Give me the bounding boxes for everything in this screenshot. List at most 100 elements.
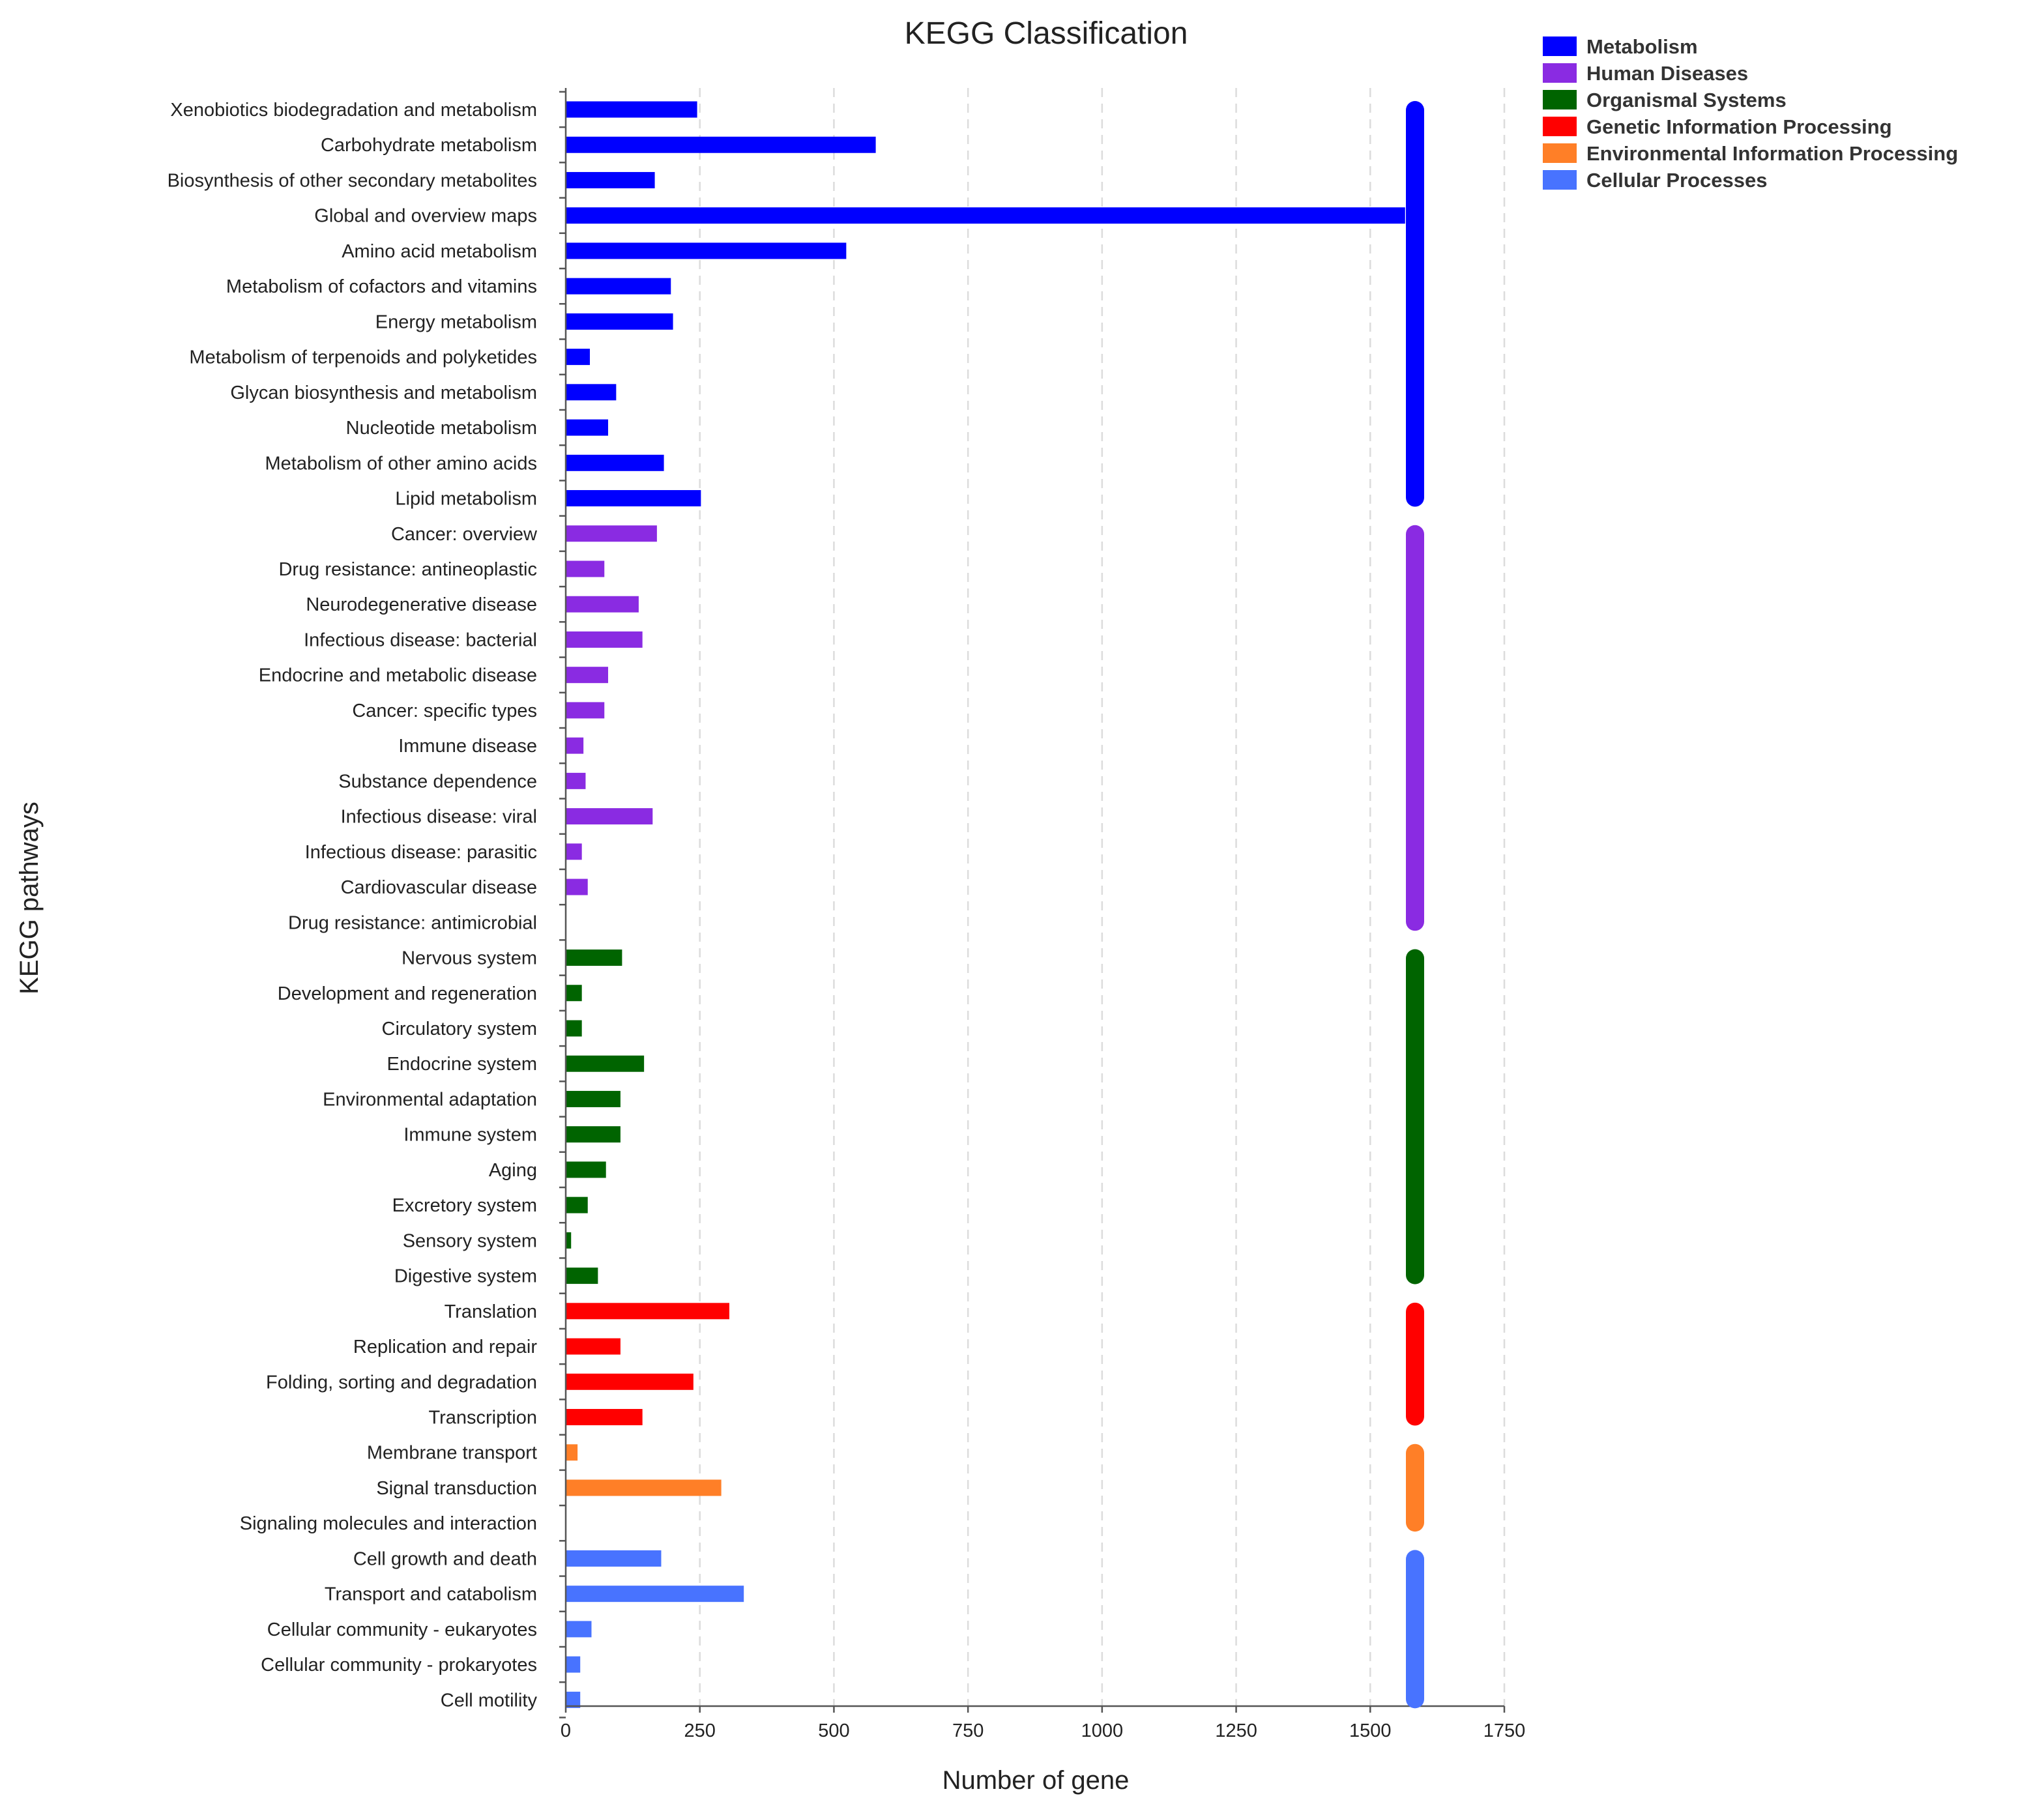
category-label-transport-and-catabolism: Transport and catabolism (325, 1584, 537, 1605)
category-label-global-and-overview-maps: Global and overview maps (314, 206, 537, 227)
x-tick-label-1000: 1000 (1081, 1720, 1124, 1741)
legend: Metabolism Human Diseases Organismal Syste… (1543, 35, 1958, 192)
category-label-replication-and-repair: Replication and repair (353, 1337, 537, 1357)
bar-environmental-adaptation (566, 1090, 620, 1107)
legend-label-organismal-systems: Organismal Systems (1586, 89, 1787, 111)
category-label-immune-system: Immune system (403, 1125, 537, 1146)
x-axis-label: Number of gene (942, 1766, 1130, 1795)
category-label-cell-motility: Cell motility (441, 1690, 538, 1711)
category-label-drug-resistance-antineoplastic: Drug resistance: antineoplastic (278, 559, 537, 580)
bar-cellular-community-eukaryotes (566, 1621, 592, 1638)
legend-swatch-genetic-information-processing (1543, 117, 1577, 136)
bar-metabolism-of-cofactors-and-vitamins (566, 278, 671, 295)
category-label-cardiovascular-disease: Cardiovascular disease (341, 877, 537, 898)
category-label-sensory-system: Sensory system (403, 1230, 537, 1251)
bar-carbohydrate-metabolism (566, 136, 876, 153)
category-label-nucleotide-metabolism: Nucleotide metabolism (346, 418, 537, 439)
bar-energy-metabolism (566, 313, 673, 330)
category-label-translation: Translation (445, 1301, 537, 1322)
category-label-substance-dependence: Substance dependence (338, 771, 537, 792)
category-label-transcription: Transcription (428, 1408, 537, 1429)
bar-immune-disease (566, 737, 584, 754)
category-label-drug-resistance-antimicrobial: Drug resistance: antimicrobial (288, 912, 537, 933)
category-label-endocrine-and-metabolic-disease: Endocrine and metabolic disease (259, 665, 537, 686)
bar-metabolism-of-terpenoids-and-polyketides (566, 349, 591, 366)
category-label-glycan-biosynthesis-and-metabolism: Glycan biosynthesis and metabolism (230, 383, 537, 403)
category-label-cellular-community-prokaryotes: Cellular community - prokaryotes (261, 1655, 537, 1675)
bar-infectious-disease-parasitic (566, 843, 582, 860)
category-label-xenobiotics-biodegradation-and-metabolism: Xenobiotics biodegradation and metabolis… (170, 100, 537, 121)
category-label-endocrine-system: Endocrine system (387, 1054, 538, 1075)
category-label-metabolism-of-cofactors-and-vitamins: Metabolism of cofactors and vitamins (226, 276, 537, 297)
bar-infectious-disease-bacterial (566, 631, 643, 648)
category-label-cell-growth-and-death: Cell growth and death (353, 1548, 537, 1569)
category-label-cellular-community-eukaryotes: Cellular community - eukaryotes (267, 1619, 537, 1640)
bar-cancer-overview (566, 525, 657, 542)
bar-folding-sorting-and-degradation (566, 1373, 694, 1390)
legend-swatch-environmental-information-processing (1543, 143, 1577, 163)
bar-immune-system (566, 1126, 620, 1143)
category-label-excretory-system: Excretory system (392, 1195, 537, 1216)
bar-membrane-transport (566, 1444, 578, 1461)
bar-nervous-system (566, 950, 622, 966)
bar-amino-acid-metabolism (566, 242, 847, 259)
bar-neurodegenerative-disease (566, 596, 639, 613)
category-label-membrane-transport: Membrane transport (367, 1443, 537, 1464)
bar-cell-motility (566, 1691, 581, 1708)
bar-signal-transduction (566, 1479, 722, 1496)
x-tick-label-0: 0 (561, 1720, 571, 1741)
bar-development-and-regeneration (566, 985, 582, 1002)
bar-circulatory-system (566, 1020, 582, 1037)
category-label-carbohydrate-metabolism: Carbohydrate metabolism (321, 135, 537, 156)
legend-swatch-cellular-processes (1543, 170, 1577, 190)
x-tick-label-250: 250 (684, 1720, 716, 1741)
bar-cardiovascular-disease (566, 878, 588, 895)
category-label-infectious-disease-parasitic: Infectious disease: parasitic (305, 842, 537, 863)
category-label-neurodegenerative-disease: Neurodegenerative disease (306, 594, 537, 615)
bar-substance-dependence (566, 772, 586, 789)
category-label-amino-acid-metabolism: Amino acid metabolism (342, 241, 537, 262)
bar-glycan-biosynthesis-and-metabolism (566, 384, 617, 401)
bar-digestive-system (566, 1268, 598, 1284)
bar-drug-resistance-antineoplastic (566, 560, 605, 577)
category-label-cancer-specific-types: Cancer: specific types (352, 701, 537, 721)
bar-excretory-system (566, 1197, 588, 1213)
category-label-metabolism-of-terpenoids-and-polyketides: Metabolism of terpenoids and polyketides (189, 347, 537, 368)
legend-swatch-organismal-systems (1543, 90, 1577, 109)
category-label-development-and-regeneration: Development and regeneration (278, 983, 537, 1004)
bar-endocrine-system (566, 1055, 645, 1072)
category-label-lipid-metabolism: Lipid metabolism (395, 489, 537, 510)
bar-biosynthesis-of-other-secondary-metabolites (566, 171, 655, 188)
legend-swatch-metabolism (1543, 36, 1577, 56)
chart-title: KEGG Classification (905, 16, 1188, 51)
category-label-energy-metabolism: Energy metabolism (375, 312, 537, 332)
bar-sensory-system (566, 1232, 572, 1249)
x-tick-label-1250: 1250 (1215, 1720, 1257, 1741)
bar-cellular-community-prokaryotes (566, 1656, 581, 1673)
legend-label-environmental-information-processing: Environmental Information Processing (1586, 142, 1958, 165)
x-tick-label-750: 750 (952, 1720, 984, 1741)
category-label-biosynthesis-of-other-secondary-metabolites: Biosynthesis of other secondary metaboli… (168, 170, 537, 191)
y-axis-label: KEGG pathways (15, 802, 44, 994)
x-tick-label-1750: 1750 (1483, 1720, 1526, 1741)
bar-endocrine-and-metabolic-disease (566, 667, 609, 684)
category-label-infectious-disease-viral: Infectious disease: viral (341, 807, 537, 828)
gridlines (699, 88, 1506, 1706)
bar-cancer-specific-types (566, 702, 605, 719)
category-label-environmental-adaptation: Environmental adaptation (323, 1089, 537, 1110)
legend-label-metabolism: Metabolism (1586, 35, 1698, 58)
bar-cell-growth-and-death (566, 1550, 662, 1567)
bars (566, 101, 1405, 1708)
bar-infectious-disease-viral (566, 808, 653, 825)
legend-label-genetic-information-processing: Genetic Information Processing (1586, 115, 1892, 138)
category-label-folding-sorting-and-degradation: Folding, sorting and degradation (266, 1372, 537, 1393)
category-label-nervous-system: Nervous system (402, 948, 537, 969)
bar-aging (566, 1161, 606, 1178)
bar-translation (566, 1303, 729, 1320)
bar-metabolism-of-other-amino-acids (566, 454, 664, 471)
category-label-circulatory-system: Circulatory system (382, 1019, 538, 1039)
legend-label-cellular-processes: Cellular Processes (1586, 169, 1767, 192)
x-tick-label-500: 500 (818, 1720, 849, 1741)
bar-global-and-overview-maps (566, 207, 1405, 224)
